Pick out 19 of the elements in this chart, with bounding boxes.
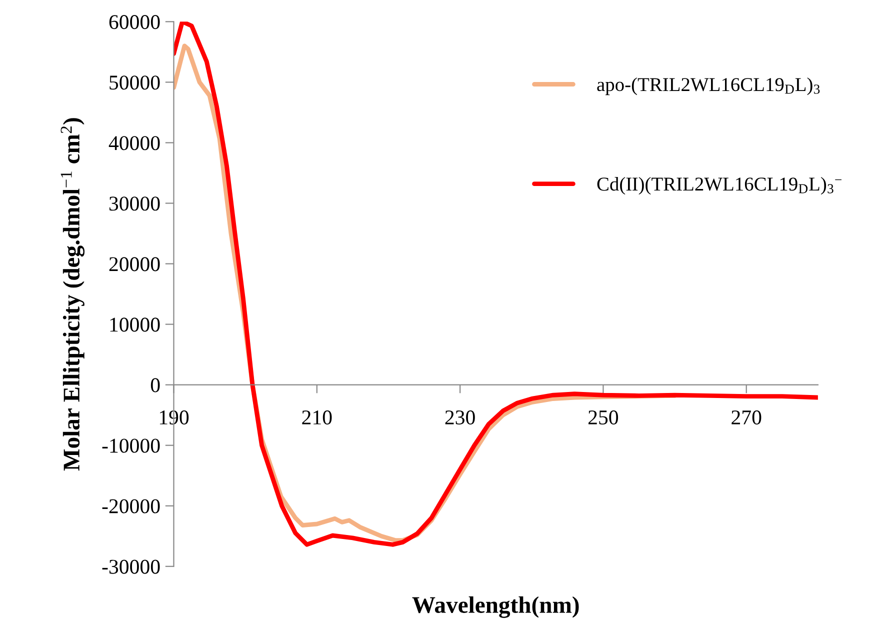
y-tick-label: 0: [150, 378, 160, 392]
legend-label: Cd(II)(TRIL2WL16CL19$_{D}$L)$_{3}$$^{−}$: [597, 177, 842, 195]
x-tick-label: 270: [732, 410, 762, 424]
y-tick-label: -30000: [102, 560, 160, 574]
y-tick-label: 30000: [109, 196, 160, 211]
y-tick-label: 20000: [109, 257, 160, 272]
legend-label: apo-(TRIL2WL16CL19$_{D}$L)$_{3}$: [597, 77, 820, 96]
y-tick-label: -20000: [102, 499, 160, 514]
x-tick-label: 250: [588, 410, 618, 424]
y-axis-title: Molar Ellitpticity (deg.dmol$^{−1}$ cm$^{2}$): [60, 118, 85, 471]
y-tick-label: 10000: [110, 318, 160, 332]
y-tick-label: 40000: [108, 136, 160, 150]
y-tick-label: -10000: [102, 438, 160, 453]
x-axis-title: Wavelength(nm): [412, 596, 579, 618]
x-tick-label: 190: [160, 410, 189, 424]
x-tick-label: 210: [302, 410, 332, 424]
y-tick-label: 60000: [109, 15, 160, 30]
y-tick-label: 50000: [110, 76, 160, 90]
x-tick-label: 230: [445, 410, 475, 424]
